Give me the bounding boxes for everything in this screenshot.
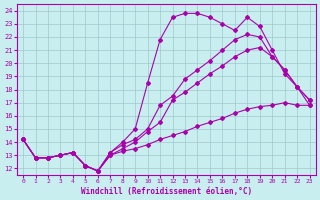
X-axis label: Windchill (Refroidissement éolien,°C): Windchill (Refroidissement éolien,°C) (81, 187, 252, 196)
